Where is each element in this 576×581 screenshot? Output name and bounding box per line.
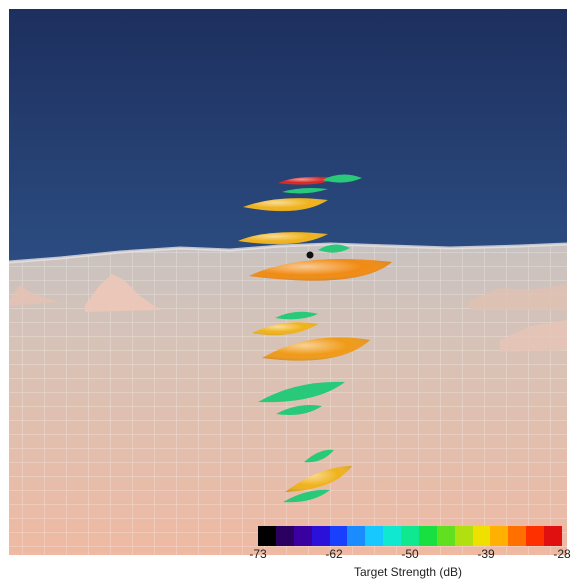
colorbar-tick: -73	[249, 547, 267, 561]
water-column-background	[9, 9, 567, 265]
colorbar-ticks: -73 -62 -50 -39 -28	[249, 547, 570, 563]
colorbar-tick: -62	[325, 547, 343, 561]
colorbar-cell	[544, 526, 562, 546]
fish-target-1	[278, 176, 338, 185]
seafloor-ridge	[8, 242, 568, 264]
colorbar-legend: -73 -62 -50 -39 -28 Target Strength (dB)	[249, 526, 571, 579]
colorbar-tick: -28	[553, 547, 571, 561]
fish-target-13	[285, 466, 352, 492]
fish-targets	[238, 174, 392, 503]
fish-target-12	[304, 449, 334, 463]
colorbar-cell	[418, 526, 437, 546]
fish-target-7	[275, 311, 318, 320]
colorbar-cell	[436, 526, 455, 546]
colorbar-cell	[526, 526, 544, 546]
seafloor-hill	[470, 284, 567, 310]
colorbar-cell	[258, 526, 276, 546]
fish-target-11	[276, 405, 322, 415]
fish-target-9	[262, 337, 370, 361]
seafloor-hill	[500, 320, 567, 352]
fish-target-8	[252, 322, 318, 336]
fish-target-6	[249, 259, 392, 281]
fish-target-4	[238, 232, 328, 245]
sonar-transducer	[306, 251, 314, 259]
colorbar-cell	[275, 526, 294, 546]
colorbar-cell	[311, 526, 330, 546]
seafloor-hill	[85, 274, 160, 312]
colorbar-cell	[293, 526, 312, 546]
fish-target-5	[318, 244, 350, 253]
colorbar-cell	[490, 526, 509, 546]
colorbar-cell	[508, 526, 527, 546]
colorbar-cell	[472, 526, 491, 546]
colorbar-tick: -39	[477, 547, 495, 561]
colorbar-label: Target Strength (dB)	[353, 565, 463, 579]
colorbar-cell	[347, 526, 366, 546]
colorbar-cell	[329, 526, 348, 546]
colorbar-gradient	[258, 526, 562, 546]
colorbar-cell	[401, 526, 419, 546]
fish-target-3	[243, 198, 328, 212]
fish-target-14	[283, 489, 330, 503]
fish-target-2	[282, 174, 362, 194]
colorbar-tick: -50	[401, 547, 419, 561]
fish-target-10	[258, 381, 345, 403]
colorbar-cell	[383, 526, 401, 546]
seafloor-hill	[9, 285, 60, 306]
colorbar-cell	[454, 526, 473, 546]
colorbar-cell	[365, 526, 384, 546]
